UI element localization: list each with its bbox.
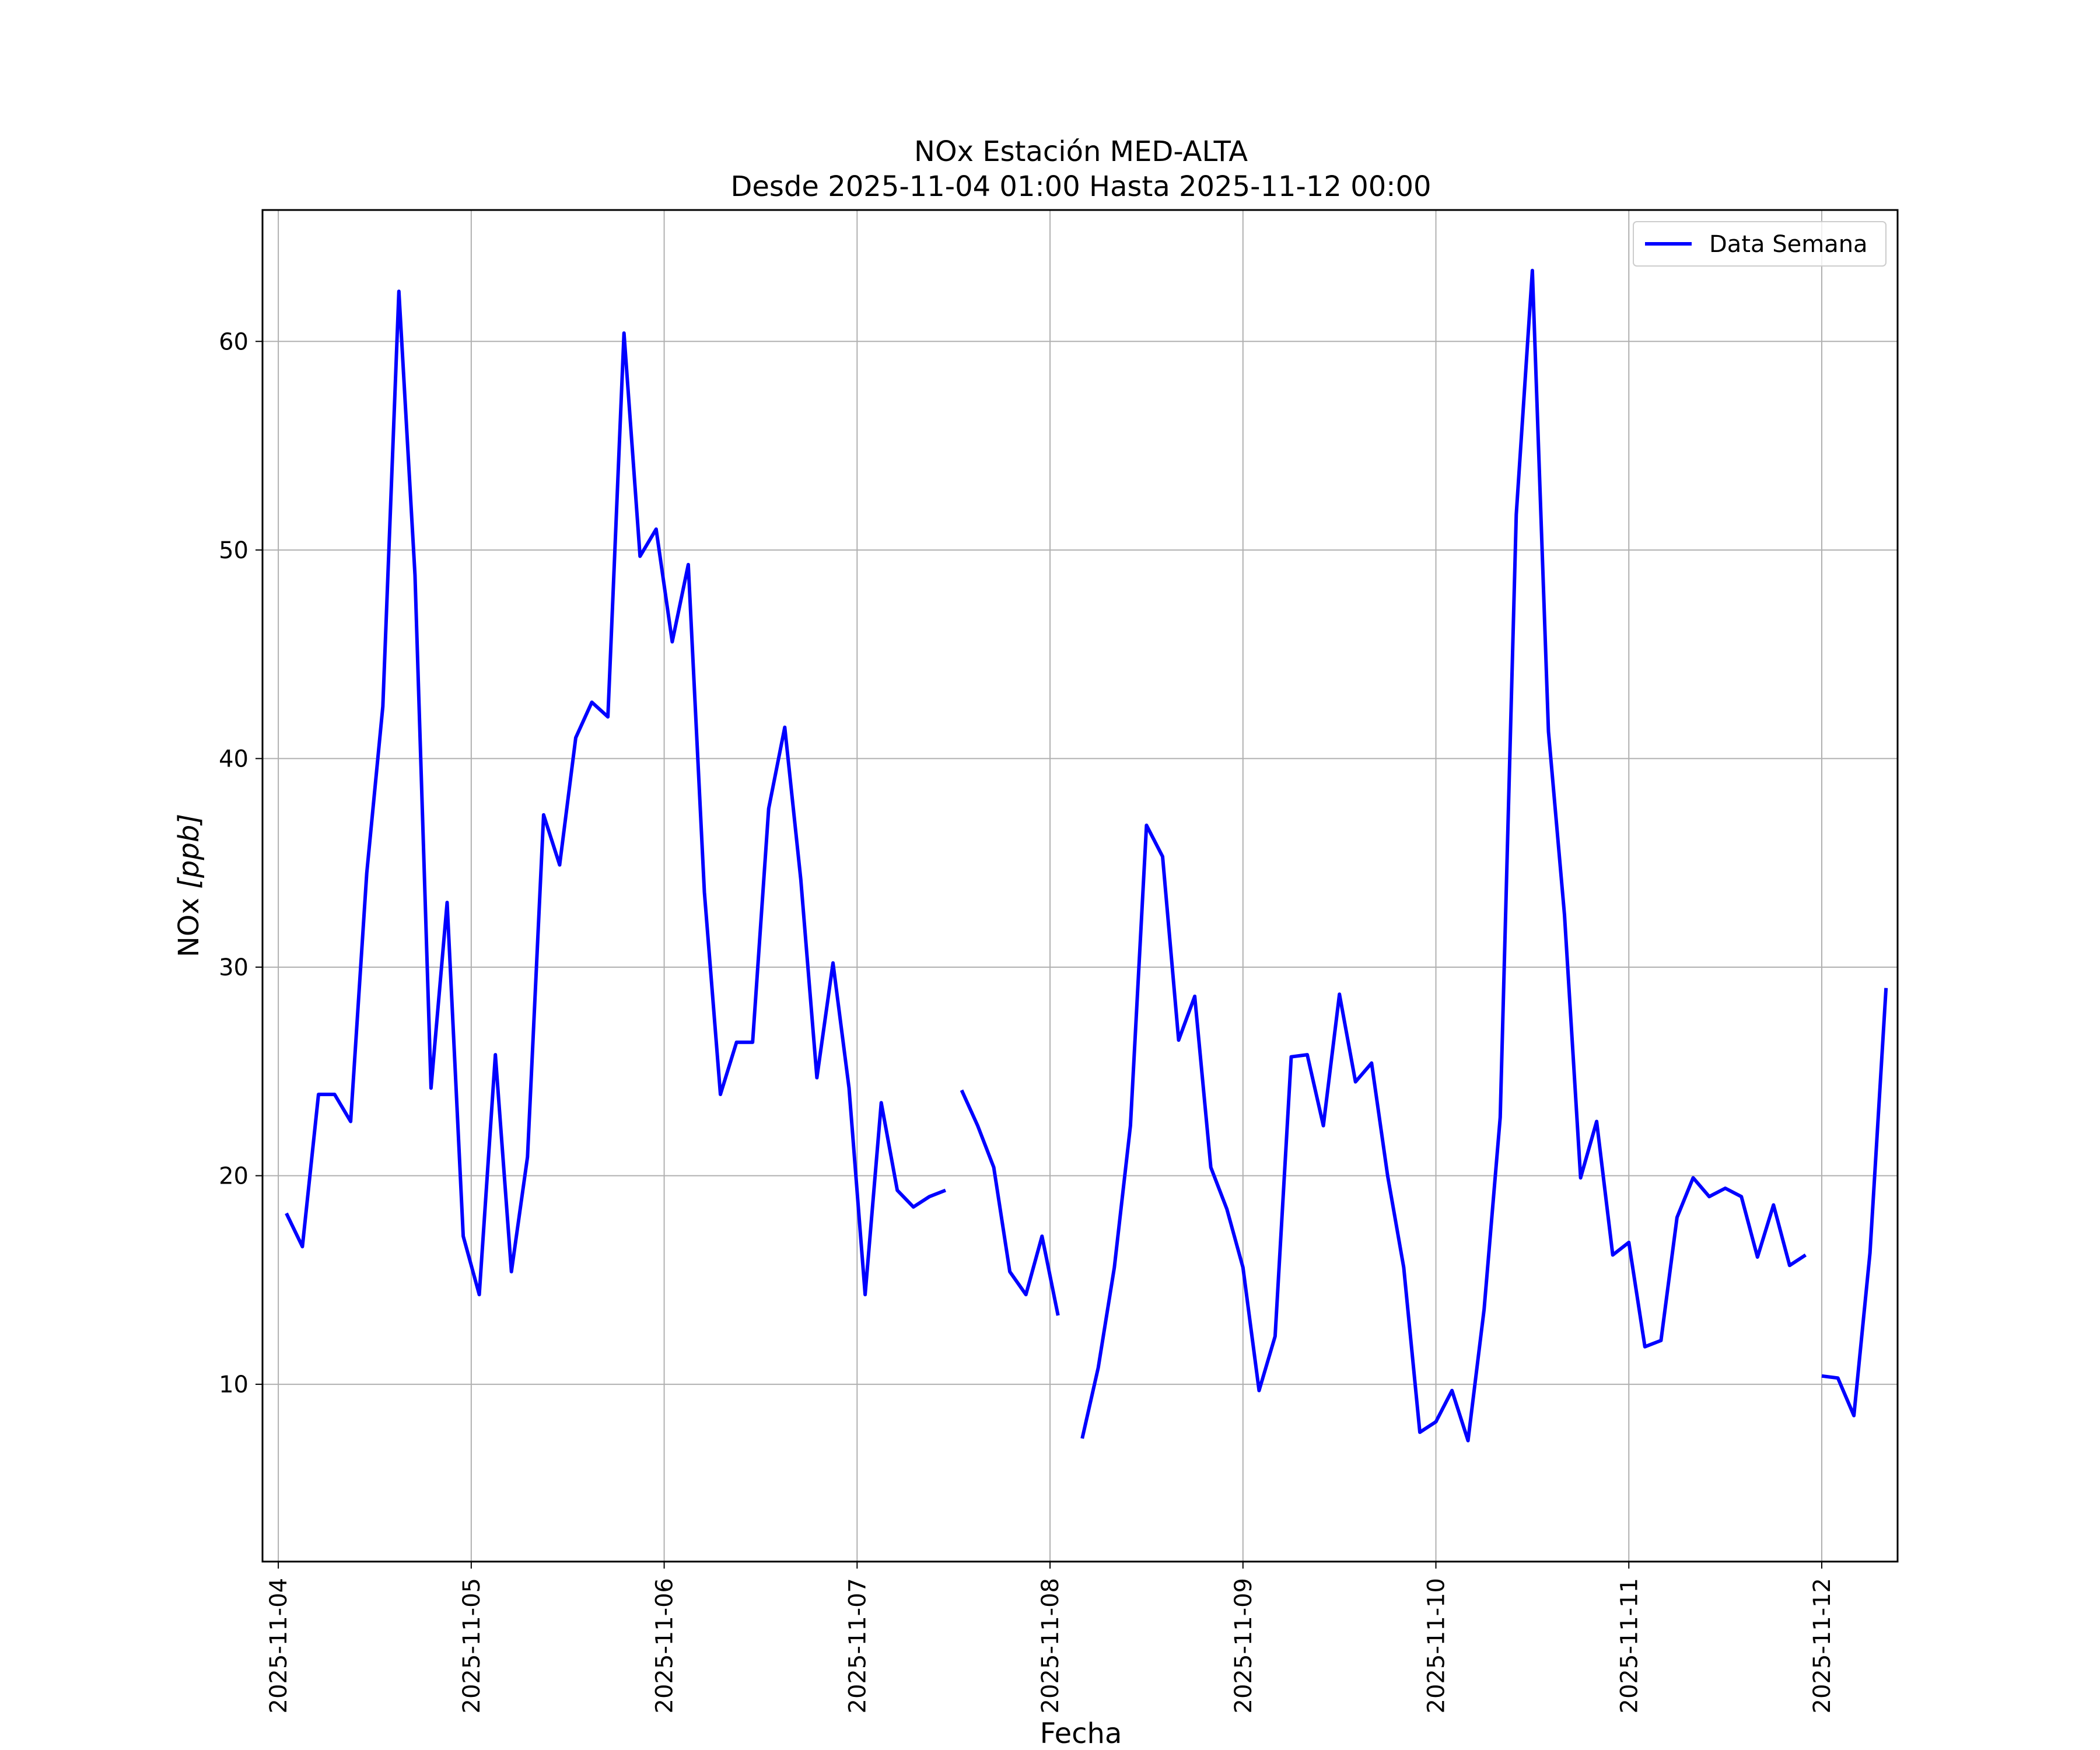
series-line-data-semana [1821, 988, 1888, 1418]
series-line-data-semana [960, 1089, 1060, 1316]
x-axis-ticks: 2025-11-04 2025-11-05 2025-11-06 2025-11-07… [265, 1562, 1836, 1713]
legend-label-data-semana: Data Semana [1709, 231, 1868, 258]
x-tick-label: 2025-11-10 [1423, 1578, 1450, 1713]
chart-title: NOx Estación MED-ALTA [914, 135, 1248, 168]
y-axis-label-unit: [ppb] [173, 814, 205, 889]
x-tick-label: 2025-11-11 [1616, 1578, 1643, 1713]
x-tick-label: 2025-11-12 [1809, 1578, 1836, 1713]
y-tick-label: 10 [219, 1371, 249, 1398]
x-tick-label: 2025-11-08 [1037, 1578, 1064, 1713]
y-gridlines [262, 341, 1898, 1385]
y-tick-label: 50 [219, 537, 249, 564]
legend-box [1633, 221, 1887, 267]
x-tick-label: 2025-11-07 [844, 1578, 871, 1713]
y-axis-ticks: 10 20 30 40 50 60 [219, 328, 262, 1398]
x-tick-label: 2025-11-06 [652, 1578, 678, 1713]
series-line-data-semana [1080, 268, 1807, 1443]
y-axis-label: NOx [ppb] [173, 814, 205, 957]
x-tick-label: 2025-11-04 [265, 1578, 292, 1713]
x-gridlines [278, 210, 1823, 1562]
legend: Data Semana [1633, 221, 1887, 267]
y-tick-label: 20 [219, 1163, 249, 1190]
y-tick-label: 30 [219, 954, 249, 981]
plot-area-frame [261, 209, 1899, 1563]
series-line-data-semana [285, 289, 946, 1297]
x-axis-label: Fecha [1040, 1717, 1122, 1750]
y-tick-label: 40 [219, 746, 249, 772]
y-axis-label-main: NOx [173, 889, 205, 957]
series-layer [285, 268, 1888, 1443]
chart-subtitle: Desde 2025-11-04 01:00 Hasta 2025-11-12 … [730, 170, 1431, 203]
y-tick-label: 60 [219, 328, 249, 355]
x-tick-label: 2025-11-09 [1230, 1578, 1257, 1713]
x-tick-label: 2025-11-05 [459, 1578, 485, 1713]
